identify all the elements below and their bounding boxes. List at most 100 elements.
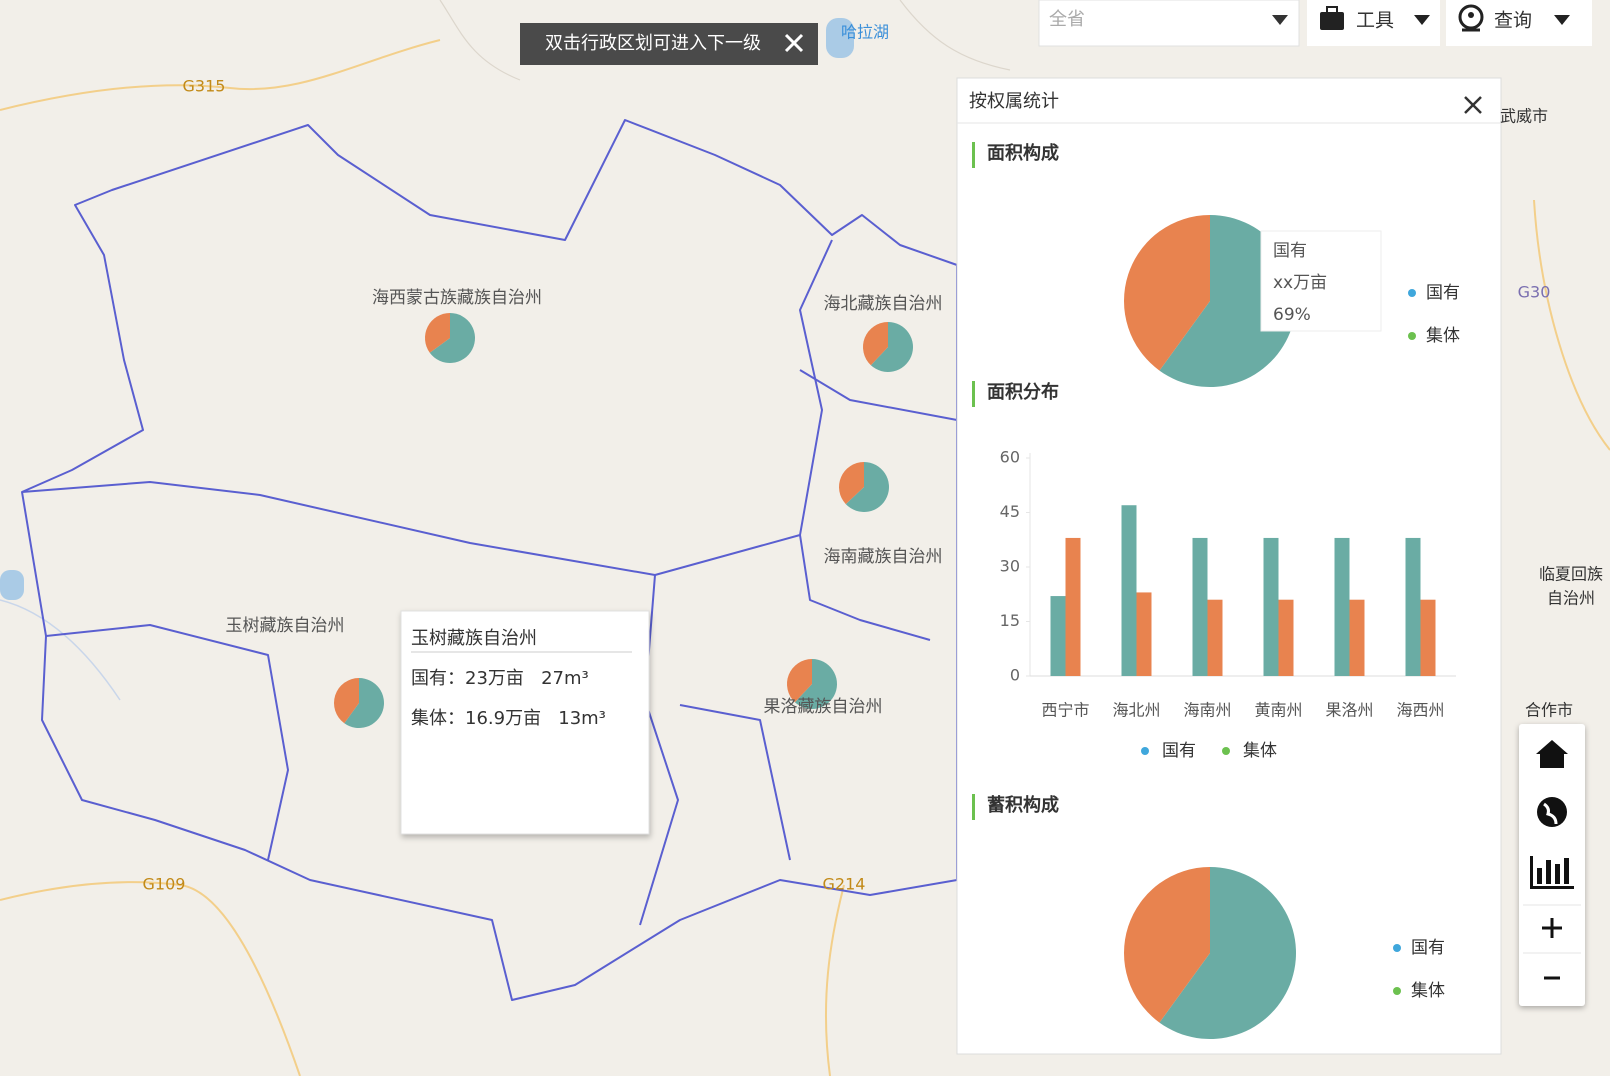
home-button[interactable]: [1536, 740, 1568, 768]
legend-dot: [1222, 747, 1230, 755]
pie-slice: [786, 659, 812, 703]
region-select[interactable]: [1038, 0, 1300, 47]
query-icon: [1458, 4, 1484, 32]
bar: [1420, 599, 1436, 676]
legend-label: 国有: [1426, 283, 1460, 303]
region-select-text: 全省: [1049, 9, 1085, 30]
region-label: 海南藏族自治州: [824, 547, 943, 567]
pie-slice: [870, 322, 913, 372]
chart-button[interactable]: [1530, 856, 1574, 889]
pie-slice: [424, 313, 450, 353]
panel-title: 按权属统计: [969, 91, 1059, 112]
tooltip-row: 国有：23万亩 27m³: [411, 668, 589, 689]
x-tick-label: 西宁市: [1041, 701, 1089, 720]
tooltip-title: 玉树藏族自治州: [411, 628, 537, 649]
place-label: 自治州: [1547, 589, 1595, 608]
place-label: 哈拉湖: [841, 23, 889, 42]
chart-tooltip-text: 国有: [1273, 241, 1307, 261]
y-tick-label: 45: [1000, 502, 1020, 521]
legend-dot: [1408, 289, 1416, 297]
bar: [1065, 537, 1081, 676]
legend-dot: [1393, 987, 1401, 995]
x-tick-label: 海西州: [1396, 701, 1444, 720]
x-tick-label: 果洛州: [1325, 701, 1373, 720]
pie-slice: [344, 678, 384, 728]
section-marker: [972, 794, 975, 820]
y-tick-label: 60: [1000, 448, 1020, 467]
dropdown-arrow: [1272, 15, 1288, 25]
place-label: 合作市: [1525, 701, 1573, 720]
y-tick-label: 0: [1010, 666, 1020, 685]
y-tick-label: 30: [1000, 557, 1020, 576]
x-tick-label: 黄南州: [1254, 701, 1302, 720]
legend-label: 国有: [1162, 741, 1196, 761]
legend-dot: [1408, 332, 1416, 340]
panel-close[interactable]: [1464, 96, 1482, 114]
dropdown-arrow: [1414, 15, 1430, 25]
query-text: 查询: [1494, 10, 1532, 32]
legend-label: 集体: [1426, 326, 1460, 346]
x-tick-label: 海北州: [1112, 701, 1160, 720]
place-label: 临夏回族: [1539, 565, 1603, 584]
bar: [1121, 505, 1137, 676]
pie-slice: [838, 462, 864, 505]
place-label: G315: [183, 77, 226, 96]
bar: [1136, 592, 1152, 676]
lake: [826, 18, 854, 58]
place-label: G109: [143, 875, 186, 894]
bar: [1207, 599, 1223, 676]
pie-slice: [863, 322, 888, 366]
lake: [0, 570, 24, 600]
pie-slice: [794, 659, 837, 709]
region-label: 海北藏族自治州: [824, 294, 943, 314]
pie-slice: [1159, 867, 1296, 1039]
hint-close[interactable]: [784, 33, 804, 53]
bar: [1349, 599, 1365, 676]
place-label: G30: [1518, 283, 1551, 302]
legend-dot: [1141, 747, 1149, 755]
bar: [1334, 537, 1350, 676]
legend-label: 集体: [1243, 741, 1277, 761]
map-controls: [1519, 724, 1585, 1006]
bar: [1192, 537, 1208, 676]
section-marker: [972, 142, 975, 168]
section-title: 面积分布: [987, 381, 1059, 403]
tools-text: 工具: [1356, 10, 1394, 32]
place-label: G214: [823, 875, 866, 894]
bar: [1263, 537, 1279, 676]
bar: [1405, 537, 1421, 676]
region-label: 玉树藏族自治州: [226, 616, 345, 636]
pie-slice: [333, 678, 359, 724]
hint-text: 双击行政区划可进入下一级: [545, 33, 761, 54]
legend-label: 集体: [1411, 981, 1445, 1001]
bar: [1278, 599, 1294, 676]
legend-dot: [1393, 944, 1401, 952]
dropdown-arrow: [1554, 15, 1570, 25]
section-marker: [972, 381, 975, 407]
chart-tooltip: [1260, 230, 1382, 332]
query-button[interactable]: [1446, 0, 1592, 46]
section-title: 蓄积构成: [987, 794, 1059, 816]
chart-tooltip-text: 69%: [1273, 305, 1311, 325]
y-tick-label: 15: [1000, 611, 1020, 630]
region-label: 海西蒙古族藏族自治州: [372, 288, 542, 308]
pie-slice: [845, 462, 889, 512]
pie-slice: [1124, 867, 1210, 1023]
place-label: 武威市: [1500, 107, 1548, 126]
x-tick-label: 海南州: [1183, 701, 1231, 720]
globe-button[interactable]: [1537, 797, 1567, 827]
bar: [1050, 596, 1066, 676]
section-title: 面积构成: [987, 142, 1059, 164]
chart-tooltip-text: xx万亩: [1273, 273, 1327, 293]
pie-slice: [429, 313, 475, 363]
tooltip-row: 集体：16.9万亩 13m³: [411, 708, 606, 729]
zoom-in-button[interactable]: [1542, 918, 1562, 938]
briefcase-icon: [1320, 6, 1344, 30]
hint-bar: [520, 23, 818, 65]
boundaries: [21, 119, 958, 1001]
legend-label: 国有: [1411, 938, 1445, 958]
